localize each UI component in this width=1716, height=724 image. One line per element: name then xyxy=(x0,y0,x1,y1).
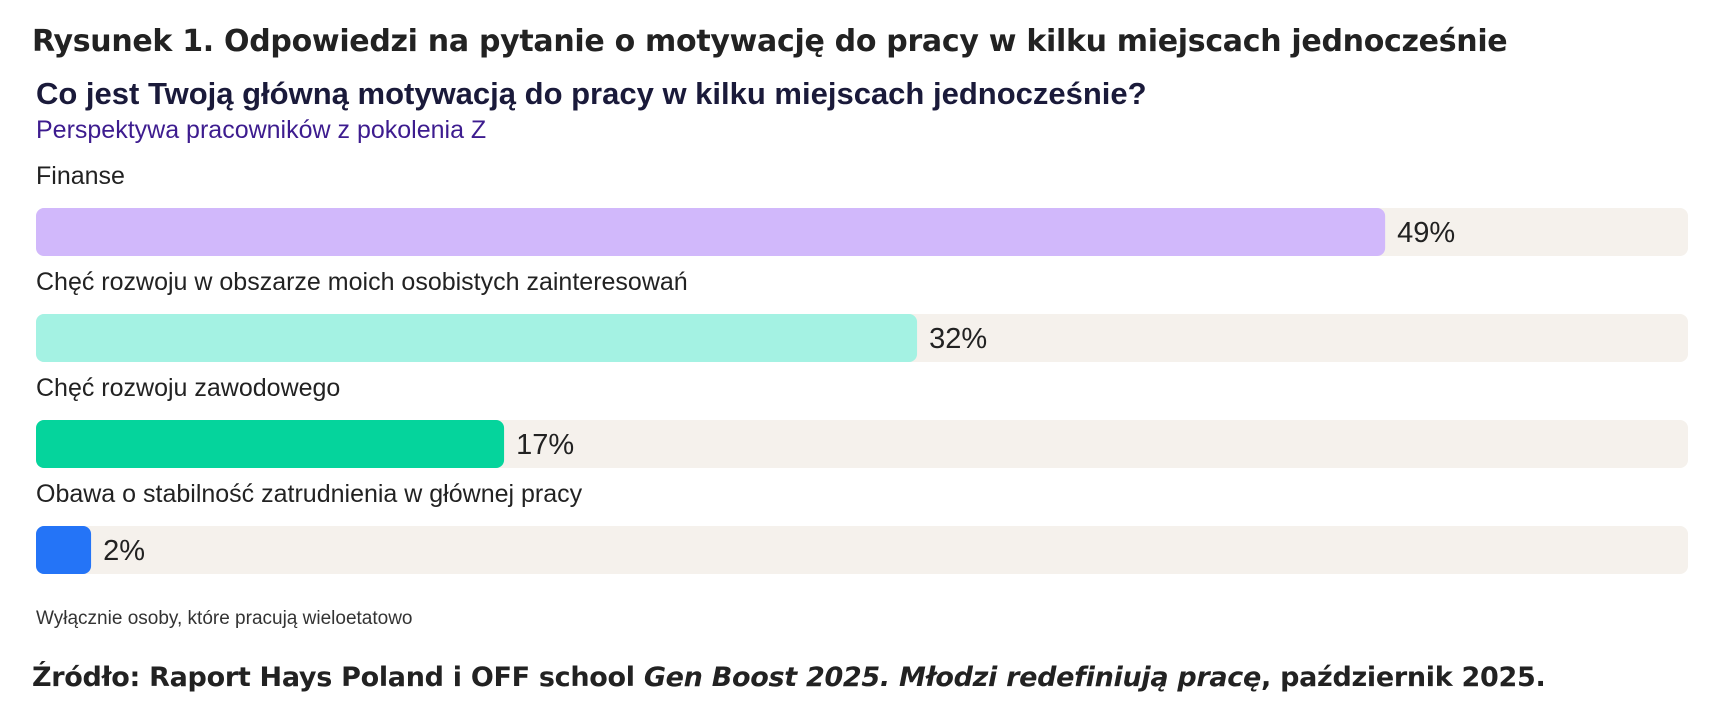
value-label: 17% xyxy=(516,429,574,461)
bar-track xyxy=(36,526,1688,574)
source-citation: Źródło: Raport Hays Poland i OFF school … xyxy=(32,662,1546,693)
chart-note: Wyłącznie osoby, które pracują wieloetat… xyxy=(36,608,413,629)
bar xyxy=(36,314,918,362)
source-title: Gen Boost 2025. Młodzi redefiniują pracę xyxy=(643,662,1262,693)
bar-chart: Finanse 49% Chęć rozwoju w obszarze moich … xyxy=(36,162,1688,574)
figure-caption: Rysunek 1. Odpowiedzi na pytanie o motyw… xyxy=(32,24,1508,59)
bar xyxy=(36,526,92,574)
bar xyxy=(36,420,505,468)
source-prefix: Źródło: Raport Hays Poland i OFF school xyxy=(32,662,644,693)
chart-subtitle: Perspektywa pracowników z pokolenia Z xyxy=(36,116,487,144)
category-label: Finanse xyxy=(36,162,125,190)
category-label: Obawa o stabilność zatrudnienia w główne… xyxy=(36,480,583,508)
value-label: 2% xyxy=(103,535,145,567)
value-label: 32% xyxy=(929,323,987,355)
category-label: Chęć rozwoju zawodowego xyxy=(36,374,340,402)
source-suffix: , październik 2025. xyxy=(1261,662,1546,693)
chart-title: Co jest Twoją główną motywacją do pracy … xyxy=(36,76,1147,111)
category-label: Chęć rozwoju w obszarze moich osobistych… xyxy=(36,268,688,296)
bar xyxy=(36,208,1386,256)
value-label: 49% xyxy=(1397,217,1455,249)
